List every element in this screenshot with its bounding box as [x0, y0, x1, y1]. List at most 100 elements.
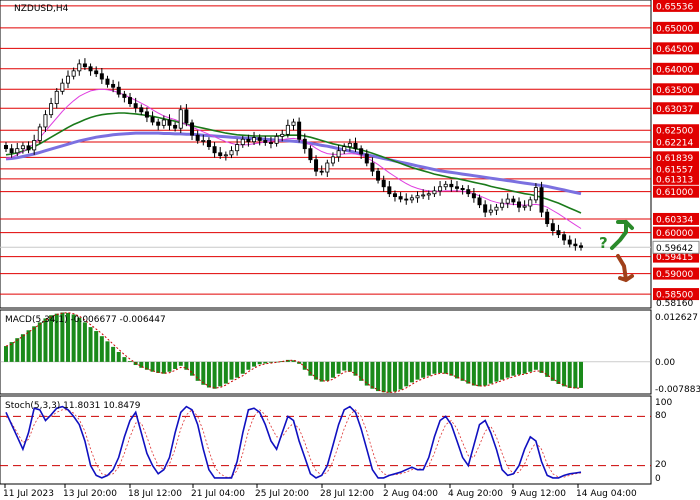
macd-bar	[454, 361, 459, 379]
macd-bar	[116, 351, 121, 362]
candle-body	[184, 109, 189, 124]
macd-bar	[381, 361, 386, 393]
level-label: 0.65536	[656, 2, 693, 12]
time-label: 9 Aug 12:00	[511, 489, 566, 499]
macd-bar	[161, 361, 166, 374]
candle-body	[336, 150, 341, 158]
candle-body	[144, 111, 149, 118]
macd-bar	[336, 361, 341, 374]
macd-bar	[201, 361, 206, 385]
candle-body	[167, 119, 172, 126]
level-label: 0.64000	[656, 65, 693, 75]
candle-body	[20, 145, 25, 150]
macd-bar	[167, 361, 172, 372]
candle-body	[483, 204, 488, 213]
macd-bar	[297, 361, 302, 364]
candle-body	[252, 137, 257, 143]
candle-body	[567, 239, 572, 245]
candle-body	[511, 198, 516, 203]
candle-body	[528, 199, 533, 207]
level-label-bg	[653, 151, 699, 164]
macd-bar	[173, 361, 178, 369]
candle-body	[392, 193, 397, 197]
candle-body	[319, 170, 324, 173]
macd-bar	[280, 361, 285, 362]
macd-bar	[15, 338, 20, 362]
macd-bar	[212, 361, 217, 389]
candle-body	[421, 194, 426, 197]
macd-bar	[483, 361, 488, 386]
level-label-bg	[653, 102, 699, 115]
candle-body	[347, 142, 352, 148]
symbol-title: NZDUSD,H4	[14, 4, 69, 14]
candle-body	[54, 90, 59, 105]
candle-body	[66, 75, 71, 84]
macd-bar	[364, 361, 369, 386]
level-label-bg	[653, 124, 699, 137]
macd-bar	[471, 361, 476, 386]
macd-bar	[9, 342, 14, 362]
macd-bar	[426, 361, 431, 376]
macd-bar	[342, 361, 347, 371]
candle-body	[116, 86, 121, 95]
candle-body	[466, 189, 471, 195]
candle-body	[370, 162, 375, 172]
candle-body	[26, 145, 31, 151]
macd-bar	[77, 317, 82, 362]
candle-body	[88, 66, 93, 72]
candle-body	[178, 109, 183, 129]
candle-body	[516, 201, 521, 208]
level-label: 0.60000	[656, 229, 693, 239]
time-label: 14 Aug 04:00	[576, 489, 637, 499]
candle-body	[240, 138, 245, 145]
macd-bar	[235, 361, 240, 378]
candle-body	[426, 193, 431, 196]
stochastic-lines	[0, 405, 651, 479]
candle-body	[387, 186, 392, 195]
level-label: 0.59000	[656, 270, 693, 280]
candle-body	[505, 198, 510, 204]
level-label: 0.61313	[656, 175, 693, 185]
level-label: 0.62500	[656, 127, 693, 137]
macd-bar	[522, 361, 527, 374]
macd-bar	[421, 361, 426, 378]
macd-bar	[545, 361, 550, 377]
level-label-bg	[653, 185, 699, 198]
macd-bar	[128, 361, 133, 362]
candle-body	[342, 146, 347, 152]
candle-body	[562, 234, 567, 241]
scenario-question-mark: ?	[599, 234, 608, 252]
macd-signal-polyline	[5, 312, 581, 394]
macd-bar	[505, 361, 510, 378]
candle-body	[500, 202, 505, 208]
candle-body	[190, 122, 195, 136]
stoch-main-line	[5, 405, 582, 479]
candle-body	[545, 211, 550, 225]
macd-bar	[274, 361, 279, 363]
macd-bar	[539, 361, 544, 373]
candle-body	[268, 142, 273, 144]
level-label-bg	[653, 212, 699, 225]
current-price-box	[652, 240, 700, 254]
candle-body	[257, 137, 262, 141]
candle-body	[173, 124, 178, 129]
macd-bar	[184, 361, 189, 370]
moving-averages	[5, 88, 582, 229]
candle-body	[449, 183, 454, 188]
macd-bar	[268, 361, 273, 363]
macd-histogram	[0, 312, 651, 393]
candle-body	[195, 134, 200, 141]
macd-bar	[500, 361, 505, 380]
candle-body	[291, 121, 296, 126]
macd-bar	[353, 361, 358, 376]
candle-body	[359, 148, 364, 155]
macd-bar	[488, 361, 493, 384]
macd-bar	[218, 361, 223, 387]
macd-bar	[409, 361, 414, 383]
level-label: 0.63500	[656, 86, 693, 96]
candle-body	[409, 197, 414, 201]
level-label: 0.58500	[656, 291, 693, 301]
candle-body	[49, 103, 54, 116]
candle-body	[415, 195, 420, 199]
price-axis-labels: 0.65536 0.65000 0.64500 0.64000 0.63500 0.630…	[652, 0, 700, 309]
